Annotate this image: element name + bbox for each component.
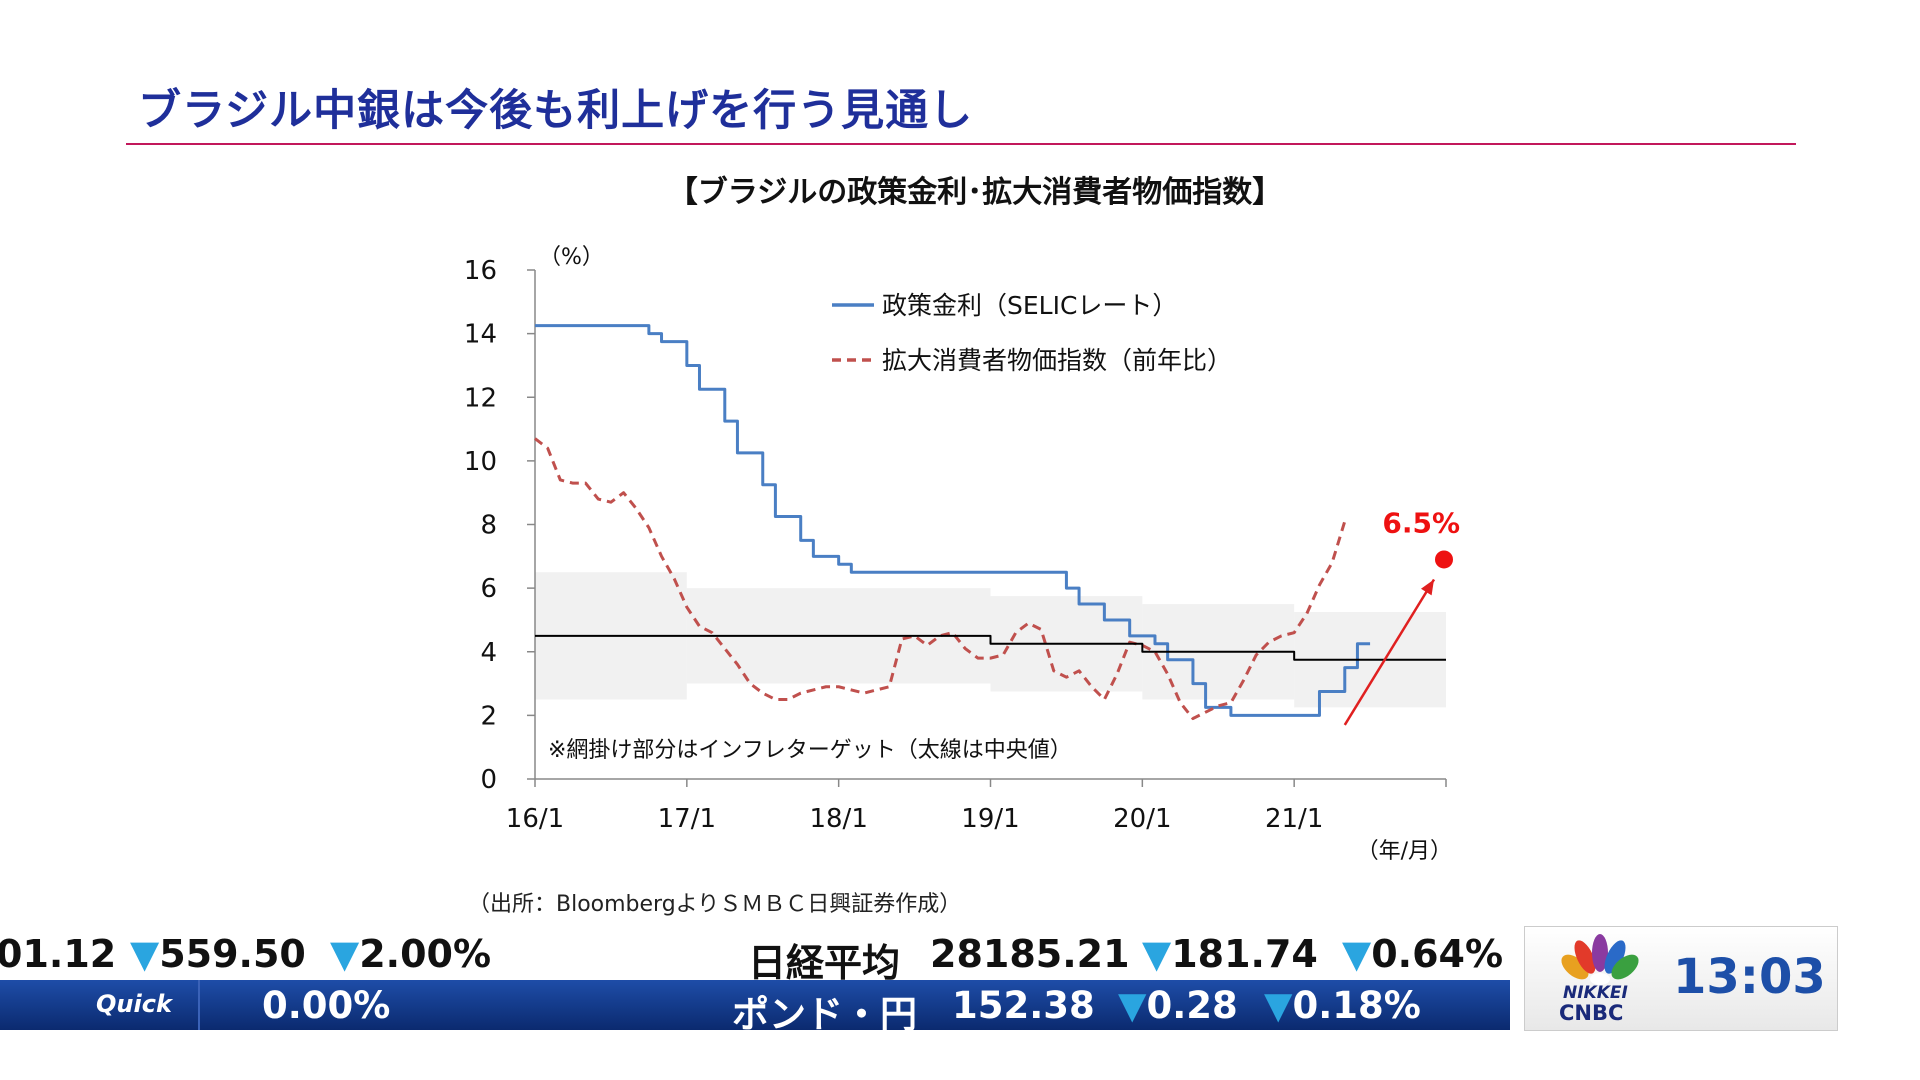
logo-nikkei-text: NIKKEI: [1563, 983, 1628, 1003]
title-divider: [126, 143, 1796, 145]
y-tick-label: 14: [464, 320, 497, 350]
x-tick-label: 19/1: [961, 804, 1019, 834]
ticker-top-left-change: ▼559.50: [130, 932, 306, 976]
x-tick-label: 17/1: [658, 804, 716, 834]
y-tick-label: 10: [464, 447, 497, 477]
legend-label: 政策金利（SELICレート）: [882, 291, 1177, 320]
ticker-bottom-value: 152.38: [952, 984, 1095, 1027]
ticker-bottom-pct: ▼0.18%: [1264, 984, 1421, 1027]
band-note: ※網掛け部分はインフレターゲット（太線は中央値）: [548, 738, 1072, 763]
ticker-bottom-name: ポンド・円: [732, 993, 917, 1036]
ticker-bar: 01.12 ▼559.50 ▼2.00% 日経平均 28185.21 ▼181.…: [0, 930, 1510, 1036]
ticker-top-change: ▼181.74: [1142, 932, 1318, 976]
forecast-label: 6.5%: [1382, 506, 1460, 539]
ticker-bottom-row: Quick 0.00% ポンド・円 152.38 ▼0.28 ▼0.18%: [0, 980, 1510, 1036]
ticker-bottom-left-value: 0.00%: [262, 984, 391, 1027]
y-tick-label: 6: [480, 574, 497, 604]
ticker-top-row: 01.12 ▼559.50 ▼2.00% 日経平均 28185.21 ▼181.…: [0, 930, 1510, 985]
quick-logo: Quick: [96, 990, 172, 1018]
ticker-top-name: 日経平均: [748, 941, 901, 985]
policy-rate-line: [535, 324, 1371, 717]
x-tick-label: 21/1: [1265, 804, 1323, 834]
x-axis-unit: （年/月）: [1357, 839, 1452, 864]
broadcast-clock: 13:03: [1673, 949, 1826, 1005]
forecast-dot: [1435, 550, 1453, 569]
annotation-arrowhead: [1420, 579, 1434, 596]
y-tick-label: 8: [480, 511, 497, 541]
y-axis-unit: （%）: [539, 245, 604, 270]
source-note: （出所：BloombergよりＳＭＢＣ日興証券作成）: [468, 892, 962, 917]
ticker-top-left-pct: ▼2.00%: [330, 932, 492, 976]
ticker-top-pct: ▼0.64%: [1342, 932, 1504, 976]
ticker-bottom-change: ▼0.28: [1118, 984, 1238, 1027]
y-tick-label: 16: [464, 256, 497, 286]
legend-label: 拡大消費者物価指数（前年比）: [882, 346, 1232, 375]
x-tick-label: 20/1: [1113, 804, 1171, 834]
target-midpoint-line: [535, 634, 1446, 661]
y-tick-label: 4: [480, 638, 497, 668]
ticker-top-left-value: 01.12: [0, 932, 117, 976]
x-tick-label: 18/1: [809, 804, 867, 834]
x-tick-label: 16/1: [506, 804, 564, 834]
broadcaster-logo-box: NIKKEI CNBC 13:03: [1524, 926, 1838, 1031]
y-tick-label: 12: [464, 383, 497, 413]
chart-title: 【ブラジルの政策金利･拡大消費者物価指数】: [667, 175, 1283, 210]
peacock-icon: [1561, 934, 1639, 985]
cpi-line: [534, 437, 1347, 721]
ticker-top-value: 28185.21: [930, 932, 1130, 976]
logo-cnbc-text: CNBC: [1559, 1001, 1624, 1025]
y-tick-label: 2: [480, 701, 497, 731]
ticker-separator: [198, 980, 200, 1030]
annotation-arrow: [1343, 578, 1436, 726]
y-tick-label: 0: [480, 765, 497, 795]
page-title: ブラジル中銀は今後も利上げを行う見通し: [138, 86, 974, 136]
